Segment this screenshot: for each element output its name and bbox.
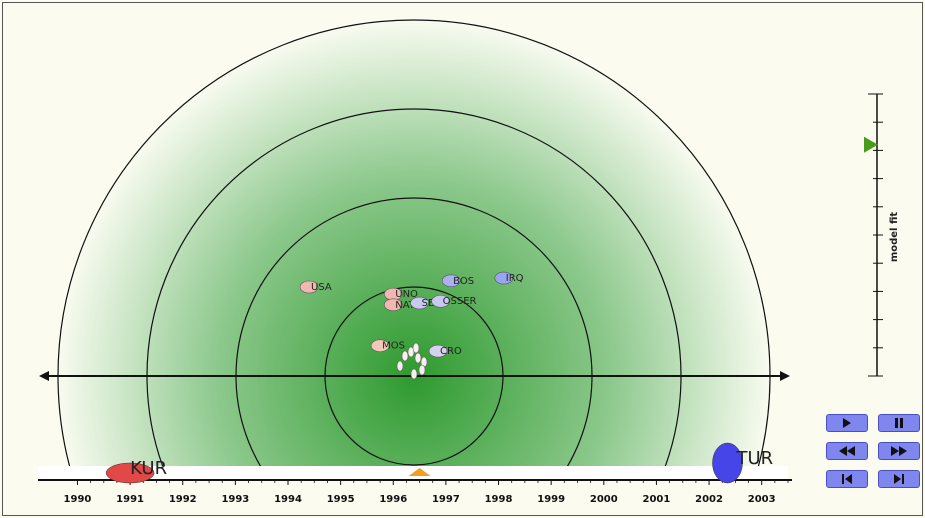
actor-point[interactable]: [396, 360, 404, 372]
year-label: 2001: [642, 494, 670, 505]
pause-icon: [895, 418, 903, 428]
axis-arrow-right-icon: [780, 371, 790, 381]
skip-start-button[interactable]: [826, 470, 868, 488]
year-label: 1997: [432, 494, 460, 505]
actor-point[interactable]: [401, 350, 409, 362]
actor-point[interactable]: [370, 339, 390, 353]
model-fit-scale: model fit: [864, 93, 900, 377]
play-icon: [843, 418, 851, 428]
actor-point[interactable]: [418, 364, 426, 376]
time-cursor[interactable]: [408, 468, 431, 476]
year-label: 2003: [748, 494, 776, 505]
skip-end-button[interactable]: [878, 470, 920, 488]
actor-label: BOS: [453, 276, 474, 287]
distance-rings: [57, 19, 771, 466]
actor-point[interactable]: [383, 298, 403, 312]
year-label: 1995: [327, 494, 355, 505]
rewind-button[interactable]: [826, 442, 868, 460]
year-label: 2000: [590, 494, 618, 505]
rewind-icon: [839, 446, 855, 456]
actor-label: IRQ: [506, 273, 524, 284]
actor-label: CRO: [440, 346, 462, 357]
year-label: 1999: [537, 494, 565, 505]
background-glow: [58, 20, 770, 466]
actor-label: SEB: [422, 298, 442, 309]
actor-point[interactable]: [441, 274, 461, 288]
skip-end-icon: [894, 474, 904, 484]
timeline-ticks: 1990 1991 1992 1993 1994 1995 1996 1997 1998 1999…: [64, 480, 789, 505]
axis-arrow-left-icon: [39, 371, 49, 381]
actor-label: NAT: [395, 300, 416, 311]
pause-button[interactable]: [878, 414, 920, 432]
fast-forward-button[interactable]: [878, 442, 920, 460]
actor-point[interactable]: [299, 280, 319, 294]
actor-point[interactable]: [494, 271, 514, 285]
model-fit-marker[interactable]: [864, 136, 878, 153]
play-button[interactable]: [826, 414, 868, 432]
endpoint-label: TUR: [735, 448, 773, 469]
year-label: 1991: [116, 494, 144, 505]
model-fit-label: model fit: [889, 212, 900, 263]
actor-label: MOS: [382, 341, 405, 352]
actor-label: USA: [311, 282, 332, 293]
endpoint-marker[interactable]: [712, 442, 743, 484]
actor-point[interactable]: [428, 344, 448, 358]
actor-point[interactable]: [410, 368, 418, 380]
actor-point[interactable]: [431, 294, 450, 308]
year-label: 1992: [169, 494, 197, 505]
endpoint-actors: KUR TUR: [105, 442, 773, 484]
year-label: 1994: [274, 494, 302, 505]
endpoint-marker[interactable]: [105, 462, 155, 484]
endpoint-label: KUR: [130, 458, 167, 479]
year-label: 1996: [379, 494, 407, 505]
skip-start-icon: [842, 474, 852, 484]
year-label: 2002: [695, 494, 723, 505]
actor-point[interactable]: [414, 352, 422, 364]
fast-forward-icon: [891, 446, 907, 456]
year-label: 1993: [221, 494, 249, 505]
actor-point[interactable]: [412, 342, 420, 354]
year-label: 1998: [485, 494, 513, 505]
actor-label: UNO: [395, 289, 418, 300]
year-label: 1990: [64, 494, 92, 505]
actor-point[interactable]: [410, 296, 429, 310]
actor-label: OSSER: [443, 296, 477, 307]
